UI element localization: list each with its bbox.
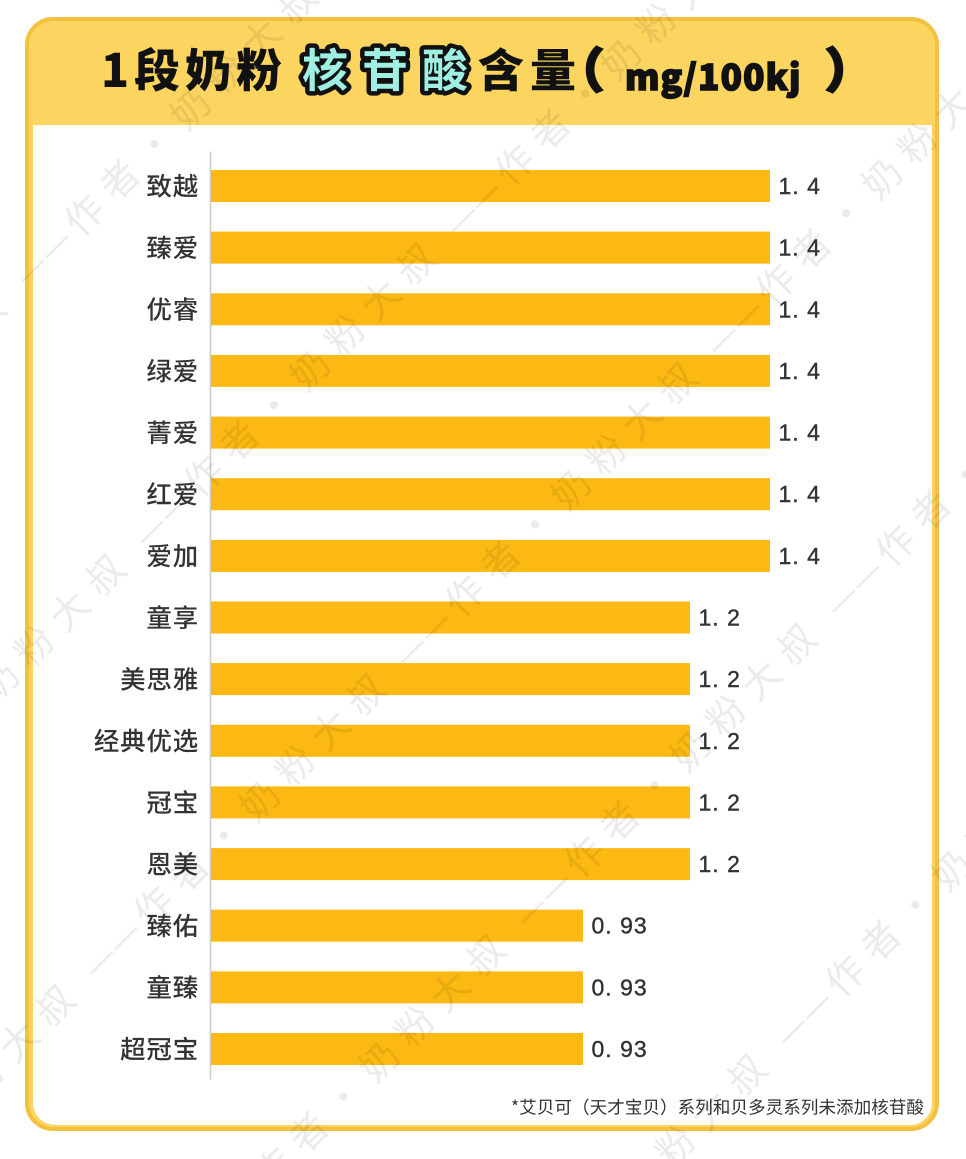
svg-text:0. 93: 0. 93 [592,1036,648,1062]
svg-text:1. 2: 1. 2 [699,851,741,877]
svg-text:1. 2: 1. 2 [699,666,741,692]
svg-text:0. 93: 0. 93 [592,913,648,939]
svg-text:1. 4: 1. 4 [779,481,821,507]
svg-text:1. 2: 1. 2 [699,728,741,754]
svg-text:1. 4: 1. 4 [779,173,821,199]
svg-text:1. 4: 1. 4 [779,543,821,569]
svg-text:0. 93: 0. 93 [592,974,648,1000]
svg-text:1. 4: 1. 4 [779,235,821,261]
svg-text:1. 4: 1. 4 [779,420,821,446]
svg-text:1. 4: 1. 4 [779,358,821,384]
svg-text:1. 2: 1. 2 [699,605,741,631]
svg-text:1. 2: 1. 2 [699,789,741,815]
svg-text:1. 4: 1. 4 [779,296,821,322]
